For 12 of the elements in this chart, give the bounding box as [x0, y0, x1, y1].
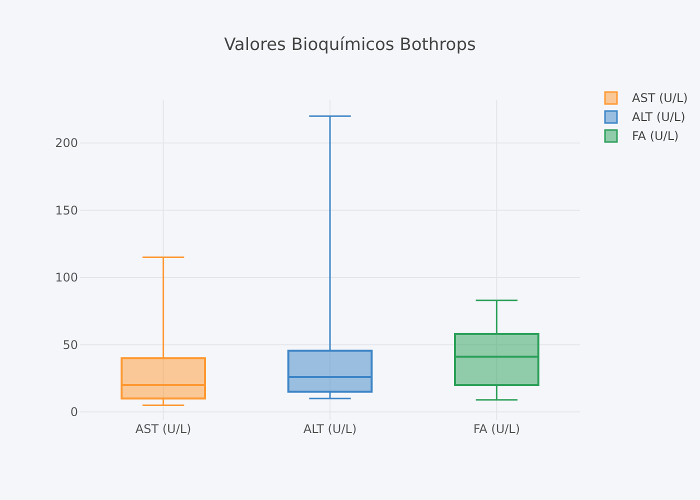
x-tick-label: FA (U/L)	[473, 422, 520, 436]
legend-label: AST (U/L)	[632, 91, 688, 106]
y-tick-label: 0	[70, 405, 78, 420]
legend-label: ALT (U/L)	[632, 110, 686, 124]
y-tick-label: 100	[55, 270, 78, 285]
y-tick-label: 200	[55, 136, 78, 150]
chart-title: Valores Bioquímicos Bothrops	[224, 35, 476, 55]
y-tick-label: 150	[55, 203, 78, 218]
x-tick-label: AST (U/L)	[135, 422, 192, 436]
y-tick-label: 50	[62, 338, 78, 352]
legend-label: FA (U/L)	[632, 129, 679, 144]
x-tick-label: ALT (U/L)	[303, 422, 357, 436]
